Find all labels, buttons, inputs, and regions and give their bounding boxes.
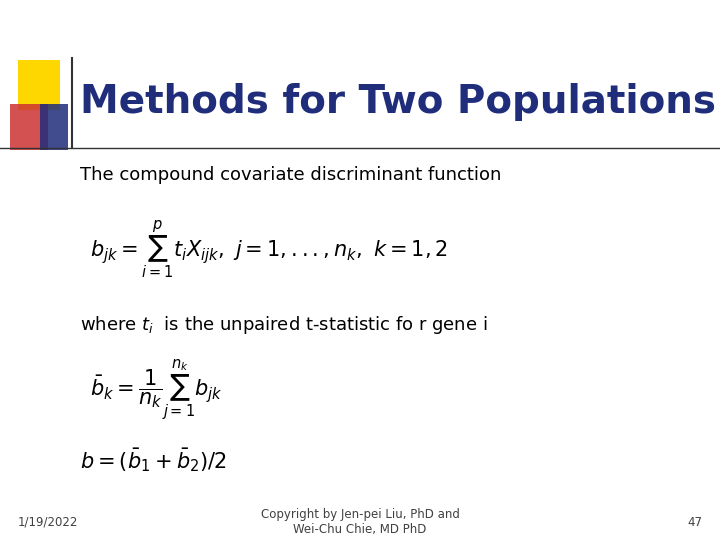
Bar — [10, 104, 48, 150]
Text: $\bar{b}_k = \dfrac{1}{n_k} \sum_{j=1}^{n_k} b_{jk}$: $\bar{b}_k = \dfrac{1}{n_k} \sum_{j=1}^{… — [90, 357, 222, 423]
Bar — [40, 104, 68, 150]
Text: $b_{jk} = \sum_{i=1}^{p} t_i X_{ijk},\ j=1,...,n_k,\ k=1,2$: $b_{jk} = \sum_{i=1}^{p} t_i X_{ijk},\ j… — [90, 219, 448, 281]
Text: $b= (\bar{b}_1+\bar{b}_2)/2$: $b= (\bar{b}_1+\bar{b}_2)/2$ — [80, 446, 227, 474]
Bar — [18, 60, 60, 110]
Text: Methods for Two Populations: Methods for Two Populations — [80, 83, 716, 121]
Text: 1/19/2022: 1/19/2022 — [18, 516, 78, 529]
Text: 47: 47 — [687, 516, 702, 529]
Text: Copyright by Jen-pei Liu, PhD and
Wei-Chu Chie, MD PhD: Copyright by Jen-pei Liu, PhD and Wei-Ch… — [261, 508, 459, 536]
Text: The compound covariate discriminant function: The compound covariate discriminant func… — [80, 166, 501, 184]
Text: where $t_i$  is the unpaired t-statistic fo r gene i: where $t_i$ is the unpaired t-statistic … — [80, 314, 487, 336]
